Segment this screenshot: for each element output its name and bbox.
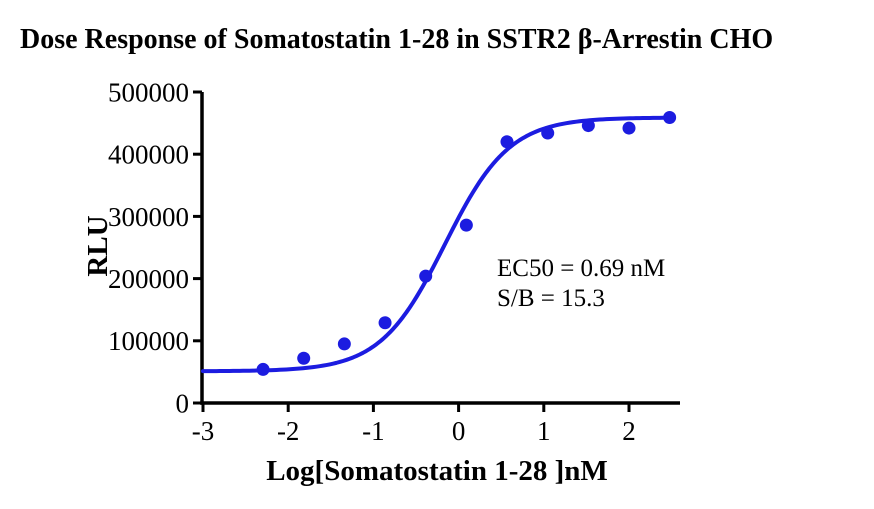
x-tick-label: 1 [537, 416, 551, 446]
data-point [581, 119, 595, 133]
annotation-ec50: EC50 = 0.69 nM [497, 255, 665, 282]
fit-curve-line [201, 115, 672, 374]
data-point [297, 351, 311, 365]
data-point [378, 316, 392, 330]
axis-ticks [193, 90, 631, 412]
x-axis-label: Log[Somatostatin 1-28 ]nM [266, 455, 608, 487]
x-tick-label: 2 [622, 416, 636, 446]
data-point [500, 135, 514, 149]
y-tick-label: 400000 [108, 140, 189, 170]
data-point [459, 218, 473, 232]
x-tick-label: -2 [277, 416, 300, 446]
y-tick-label: 500000 [108, 77, 189, 107]
data-point [337, 337, 351, 351]
data-point [541, 126, 555, 140]
x-tick-label: 0 [452, 416, 466, 446]
y-tick-label: 200000 [108, 264, 189, 294]
y-axis-label: RLU [82, 215, 114, 276]
axes [200, 92, 680, 405]
data-point [622, 121, 636, 135]
data-point [663, 111, 677, 124]
y-tick-label: 0 [176, 388, 190, 418]
data-point [419, 269, 433, 283]
y-tick-label: 100000 [108, 326, 189, 356]
x-tick-label: -3 [192, 416, 215, 446]
axis-tick-labels: 0 100000 200000 300000 400000 500000 -3 -2 -1 0 1 2 [108, 77, 636, 446]
x-tick-label: -1 [362, 416, 385, 446]
annotation-signal-to-background: S/B = 15.3 [497, 285, 605, 312]
data-points [256, 111, 677, 376]
chart-title: Dose Response of Somatostatin 1-28 in SS… [20, 24, 774, 55]
data-point [256, 362, 270, 376]
y-tick-label: 300000 [108, 202, 189, 232]
